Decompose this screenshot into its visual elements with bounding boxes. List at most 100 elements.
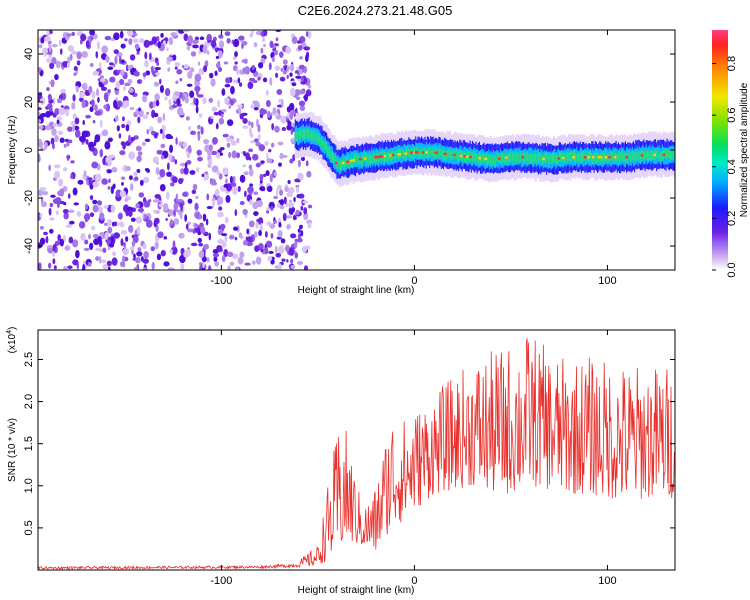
noise-blob <box>106 260 112 267</box>
noise-blob <box>218 40 225 49</box>
noise-blob <box>38 189 44 197</box>
noise-blob <box>89 242 94 250</box>
noise-blob <box>301 246 307 254</box>
spectrogram-axes: -100 0 100 -40 -20 0 20 40 <box>23 30 675 287</box>
noise-blob <box>125 124 130 132</box>
noise-blob <box>160 143 166 149</box>
signal-band-segment <box>535 153 538 164</box>
noise-blob <box>53 265 57 270</box>
signal-peak <box>452 153 457 157</box>
noise-blob <box>75 249 80 259</box>
noise-blob <box>122 248 130 255</box>
noise-blob <box>92 234 99 239</box>
noise-blob <box>187 198 193 204</box>
signal-band-segment <box>657 148 660 158</box>
y-tick-label: -20 <box>23 190 35 206</box>
signal-band-segment <box>632 150 636 160</box>
noise-blob <box>285 244 290 253</box>
noise-blob <box>92 181 100 188</box>
noise-blob <box>245 152 250 161</box>
noise-blob <box>81 99 86 109</box>
noise-blob <box>236 68 240 76</box>
noise-blob <box>267 110 271 118</box>
noise-blob <box>225 178 228 185</box>
noise-blob <box>48 228 54 234</box>
snr-x-axis-label: Height of straight line (km) <box>298 585 415 596</box>
noise-blob <box>38 44 43 49</box>
signal-band-segment <box>666 149 669 160</box>
noise-blob <box>275 72 279 79</box>
signal-band-segment <box>338 160 341 170</box>
signal-band-segment <box>416 145 419 156</box>
noise-blob <box>52 143 55 150</box>
noise-blob <box>198 67 205 75</box>
noise-blob <box>212 253 220 258</box>
signal-peak <box>383 154 387 158</box>
signal-band-segment <box>612 152 615 162</box>
noise-blob <box>46 30 50 37</box>
noise-blob <box>300 205 304 211</box>
noise-blob <box>155 166 160 176</box>
noise-blob <box>266 221 272 226</box>
noise-blob <box>102 264 108 270</box>
signal-band-segment <box>619 154 622 164</box>
noise-blob <box>159 128 163 134</box>
noise-blob <box>266 206 271 211</box>
signal-band-segment <box>558 152 561 162</box>
noise-blob <box>249 168 254 177</box>
noise-blob <box>165 217 168 221</box>
noise-blob <box>85 139 89 145</box>
signal-band-segment <box>395 150 398 161</box>
noise-blob <box>38 107 42 111</box>
noise-blob <box>196 87 199 96</box>
noise-blob <box>113 221 118 227</box>
noise-blob <box>230 140 237 146</box>
noise-blob <box>193 97 197 105</box>
noise-blob <box>120 43 126 49</box>
noise-blob <box>66 141 70 147</box>
noise-blob <box>88 85 93 94</box>
noise-blob <box>113 49 119 55</box>
noise-blob <box>229 175 233 184</box>
noise-blob <box>103 92 109 101</box>
noise-blob <box>115 81 120 90</box>
noise-blob <box>64 138 70 143</box>
noise-blob <box>151 65 154 74</box>
noise-blob <box>216 245 223 252</box>
signal-band-segment <box>553 152 556 163</box>
signal-band-segment <box>346 155 349 165</box>
signal-band-segment <box>444 150 447 160</box>
noise-blob <box>75 85 79 93</box>
noise-blob <box>53 170 61 179</box>
signal-band-segment <box>502 152 505 162</box>
noise-blob <box>235 152 241 159</box>
x-tick-label: -100 <box>210 275 232 287</box>
noise-blob <box>130 217 136 222</box>
noise-blob <box>54 108 60 116</box>
noise-blob <box>211 199 215 208</box>
noise-blob <box>297 159 301 168</box>
signal-peak <box>391 153 396 157</box>
noise-blob <box>92 204 99 213</box>
noise-blob <box>286 215 293 219</box>
noise-blob <box>275 112 279 117</box>
signal-peak <box>425 151 429 154</box>
noise-blob <box>40 36 45 44</box>
noise-blob <box>286 259 289 263</box>
noise-blob <box>239 113 244 120</box>
signal-peak <box>604 155 609 159</box>
noise-blob <box>51 56 57 64</box>
noise-blob <box>175 137 178 145</box>
noise-blob <box>159 85 165 94</box>
noise-blob <box>164 88 171 97</box>
noise-blob <box>87 262 92 267</box>
y-tick-label: 40 <box>23 48 35 60</box>
noise-blob <box>273 220 278 224</box>
noise-blob <box>70 160 75 164</box>
noise-blob <box>297 228 301 233</box>
noise-blob <box>237 107 242 115</box>
noise-blob <box>179 254 186 264</box>
x-tick-label: 0 <box>411 575 417 587</box>
signal-band-segment <box>348 158 351 169</box>
noise-blob <box>143 267 148 270</box>
